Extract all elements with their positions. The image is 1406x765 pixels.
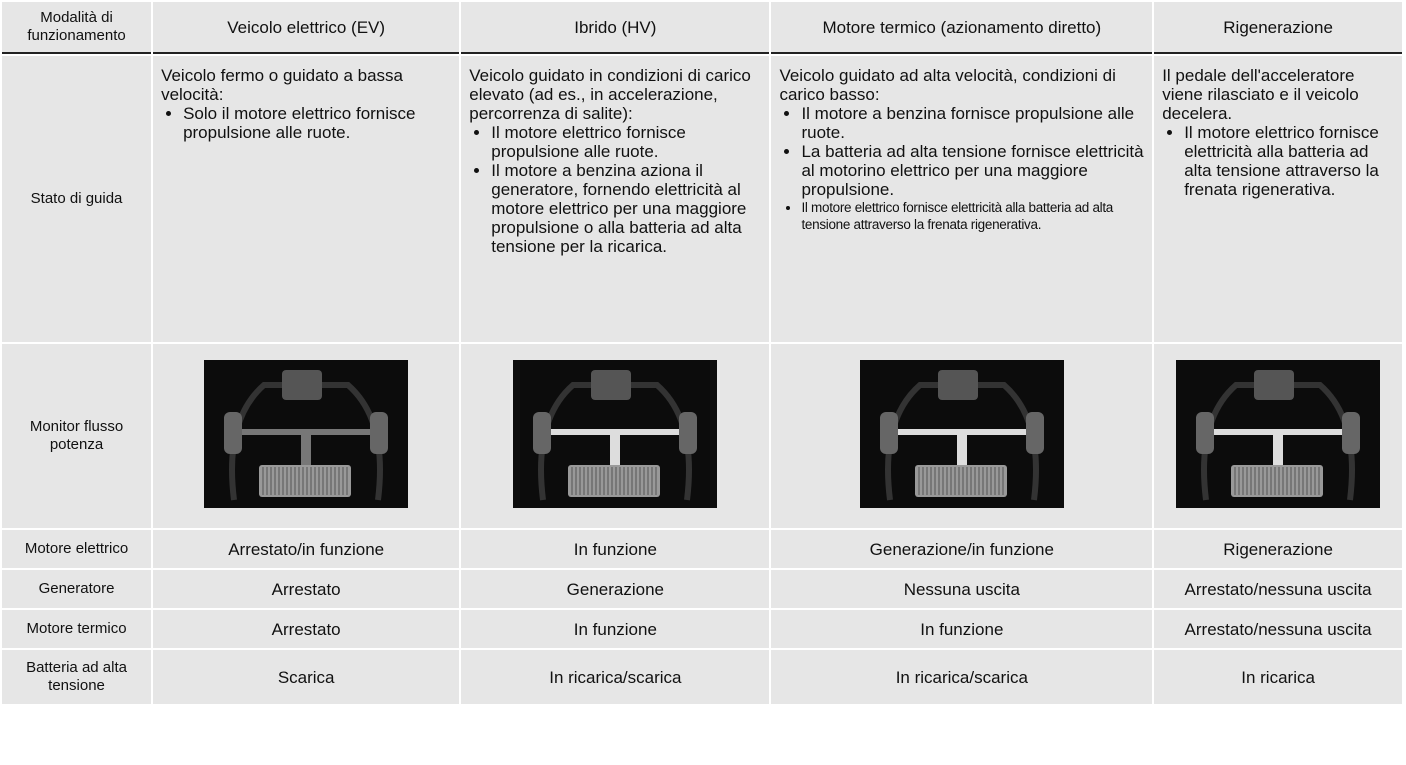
cell: Arrestato/nessuna uscita (1154, 610, 1402, 648)
column-header: Veicolo elettrico (EV) (153, 2, 460, 54)
description-cell: Veicolo guidato ad alta velocità, condiz… (771, 56, 1153, 342)
bullet-item: Il motore elettrico fornisce elettricità… (1184, 123, 1394, 199)
header-row: Modalità di funzionamento Veicolo elettri… (2, 2, 1402, 54)
table-row: Generatore Arrestato Generazione Nessuna us… (2, 570, 1402, 608)
table-row: Stato di guida Veicolo fermo o guidato a … (2, 56, 1402, 342)
row-label: Batteria ad alta tensione (2, 650, 152, 704)
bullet-item: Il motore a benzina aziona il generatore… (491, 161, 761, 256)
cell: In funzione (461, 610, 770, 648)
bullet-item: Il motore elettrico fornisce propulsione… (491, 123, 761, 161)
power-flow-image (513, 360, 718, 508)
cell: In ricarica (1154, 650, 1402, 704)
cell: Generazione/in funzione (771, 530, 1153, 568)
cell: Generazione (461, 570, 770, 608)
image-cell (153, 344, 460, 528)
cell: Scarica (153, 650, 460, 704)
bullet-item: Solo il motore elettrico fornisce propul… (183, 104, 451, 142)
row-label: Stato di guida (2, 56, 152, 342)
column-header: Modalità di funzionamento (2, 2, 152, 54)
mode-table: Modalità di funzionamento Veicolo elettri… (0, 0, 1404, 706)
row-label: Motore elettrico (2, 530, 152, 568)
description-cell: Il pedale dell'acceleratore viene rilasc… (1154, 56, 1402, 342)
cell: In funzione (461, 530, 770, 568)
column-header: Rigenerazione (1154, 2, 1402, 54)
description-text: Il pedale dell'acceleratore viene rilasc… (1162, 66, 1359, 123)
table-row: Motore elettrico Arrestato/in funzione In … (2, 530, 1402, 568)
bullet-item: Il motore a benzina fornisce propulsione… (801, 104, 1144, 142)
column-header: Motore termico (azionamento diretto) (771, 2, 1153, 54)
cell: In ricarica/scarica (461, 650, 770, 704)
table-row: Batteria ad alta tensione Scarica In ricar… (2, 650, 1402, 704)
cell: Rigenerazione (1154, 530, 1402, 568)
bullet-list: Il motore a benzina fornisce propulsione… (779, 104, 1144, 233)
description-text: Veicolo guidato in condizioni di carico … (469, 66, 751, 123)
cell: Nessuna uscita (771, 570, 1153, 608)
power-flow-image (1176, 360, 1381, 508)
column-header: Ibrido (HV) (461, 2, 770, 54)
cell: Arrestato (153, 570, 460, 608)
table-row: Motore termico Arrestato In funzione In fun… (2, 610, 1402, 648)
image-cell (771, 344, 1153, 528)
row-label: Monitor flusso potenza (2, 344, 152, 528)
description-cell: Veicolo guidato in condizioni di carico … (461, 56, 770, 342)
bullet-list: Solo il motore elettrico fornisce propul… (161, 104, 451, 142)
power-flow-image (859, 360, 1064, 508)
bullet-list: Il motore elettrico fornisce elettricità… (1162, 123, 1394, 199)
table-row: Monitor flusso potenza (2, 344, 1402, 528)
cell: Arrestato/in funzione (153, 530, 460, 568)
description-text: Veicolo guidato ad alta velocità, condiz… (779, 66, 1116, 104)
cell: In funzione (771, 610, 1153, 648)
row-label: Generatore (2, 570, 152, 608)
power-flow-image (204, 360, 409, 508)
cell: Arrestato/nessuna uscita (1154, 570, 1402, 608)
cell: In ricarica/scarica (771, 650, 1153, 704)
image-cell (1154, 344, 1402, 528)
table-body: Stato di guida Veicolo fermo o guidato a … (2, 56, 1402, 704)
description-text: Veicolo fermo o guidato a bassa velocità… (161, 66, 403, 104)
bullet-item: Il motore elettrico fornisce elettricità… (801, 199, 1144, 233)
image-cell (461, 344, 770, 528)
description-cell: Veicolo fermo o guidato a bassa velocità… (153, 56, 460, 342)
bullet-list: Il motore elettrico fornisce propulsione… (469, 123, 761, 256)
cell: Arrestato (153, 610, 460, 648)
bullet-item: La batteria ad alta tensione fornisce el… (801, 142, 1144, 199)
row-label: Motore termico (2, 610, 152, 648)
